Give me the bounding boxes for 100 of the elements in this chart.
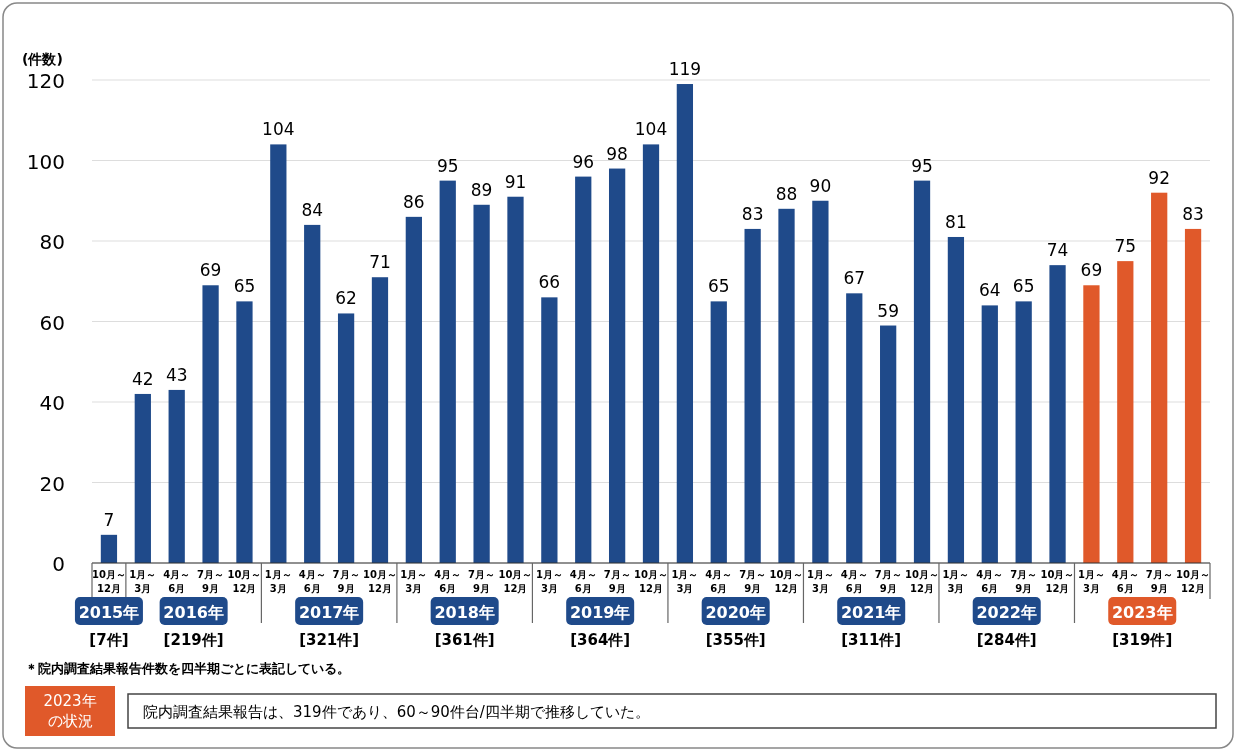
- y-axis-title: (件数): [22, 51, 63, 67]
- data-label: 43: [165, 364, 188, 385]
- data-label: 69: [1080, 260, 1103, 281]
- bar: [947, 236, 965, 563]
- x-tick-label: 7月～9月: [603, 569, 631, 594]
- bar: [710, 301, 727, 563]
- x-tick-label: 4月～6月: [163, 569, 191, 594]
- bar: [676, 84, 694, 563]
- data-label: 74: [1046, 240, 1069, 261]
- x-tick-label: 1月～3月: [129, 569, 157, 594]
- data-label: 91: [504, 171, 527, 192]
- data-label: 67: [843, 268, 866, 289]
- bar: [778, 208, 795, 563]
- bar: [337, 313, 355, 563]
- text: 2018年: [434, 603, 495, 622]
- y-tick-label: 0: [52, 552, 65, 576]
- text: 2021年: [840, 603, 902, 622]
- y-tick-label: 80: [39, 230, 65, 254]
- bar: [1184, 228, 1202, 563]
- bar: [236, 301, 253, 563]
- text: [321件]: [299, 631, 360, 649]
- text: 2022年: [976, 603, 1037, 622]
- text: 2019年: [569, 603, 631, 622]
- x-tick-label: 1月～3月: [535, 569, 563, 594]
- x-tick-label: 4月～6月: [840, 569, 868, 594]
- y-tick-label: 20: [39, 471, 65, 496]
- text: [355件]: [705, 631, 766, 649]
- data-label: 98: [606, 143, 628, 164]
- data-label: 104: [634, 119, 668, 140]
- text: 2020年: [705, 603, 766, 622]
- x-tick-label: 7月～9月: [332, 569, 360, 594]
- text: [284件]: [976, 631, 1037, 649]
- bar: [100, 534, 118, 563]
- text: [319件]: [1112, 631, 1173, 649]
- bar: [405, 216, 422, 563]
- x-tick-label: 7月～9月: [1145, 569, 1173, 594]
- bar: [304, 224, 321, 563]
- x-tick-label: 10月～12月: [905, 569, 939, 594]
- text: [7件]: [89, 631, 129, 649]
- text: 2017年: [298, 603, 360, 622]
- data-label: 104: [262, 119, 295, 140]
- x-tick-label: 7月～9月: [468, 569, 496, 594]
- bar: [473, 204, 490, 563]
- text: [364件]: [570, 631, 631, 649]
- bar: [642, 144, 660, 563]
- text: 2015年: [78, 603, 140, 622]
- bar: [981, 305, 998, 563]
- bar: [608, 168, 626, 563]
- data-label: 69: [199, 260, 222, 281]
- bar: [168, 389, 185, 563]
- data-label: 75: [1114, 236, 1137, 257]
- bar: [1117, 261, 1134, 563]
- text: の状況: [47, 712, 93, 730]
- x-tick-label: 1月～3月: [264, 569, 292, 594]
- bar: [541, 297, 558, 563]
- x-tick-label: 10月～12月: [363, 569, 397, 594]
- data-label: 65: [1012, 276, 1035, 297]
- y-tick-label: 60: [39, 310, 65, 335]
- x-tick-label: 1月～3月: [671, 569, 699, 594]
- x-tick-label: 4月～6月: [705, 569, 733, 594]
- data-label: 42: [132, 368, 154, 389]
- x-tick-label: 10月～12月: [498, 569, 533, 594]
- y-tick-label: 120: [26, 69, 65, 93]
- data-label: 66: [538, 272, 561, 293]
- x-tick-label: 10月～12月: [1040, 569, 1075, 594]
- bar: [744, 228, 761, 563]
- x-tick-label: 7月～9月: [197, 569, 225, 594]
- text: 院内調査結果報告は、319件であり、60～90件台/四半期で推移していた。: [143, 703, 650, 721]
- data-label: 65: [707, 276, 730, 297]
- bar: [913, 180, 931, 563]
- data-label: 64: [978, 280, 1001, 301]
- x-tick-label: 4月～6月: [298, 569, 326, 594]
- bar: [812, 200, 829, 563]
- x-tick-label: 7月～9月: [874, 569, 902, 594]
- data-label: 88: [775, 183, 798, 204]
- x-tick-label: 10月～12月: [91, 569, 126, 594]
- data-label: 119: [668, 59, 702, 80]
- text: [361件]: [434, 631, 495, 649]
- bar: [270, 144, 287, 563]
- x-tick-label: 4月～6月: [1111, 569, 1139, 594]
- bar: [1049, 265, 1066, 563]
- bar: [846, 293, 863, 563]
- text: [219件]: [163, 631, 224, 649]
- x-tick-label: 1月～3月: [806, 569, 834, 594]
- data-label: 59: [877, 300, 899, 321]
- y-tick-label: 100: [26, 149, 65, 174]
- data-label: 83: [741, 203, 764, 224]
- data-label: 95: [911, 155, 933, 176]
- bar: [507, 196, 524, 563]
- data-label: 81: [945, 211, 967, 232]
- data-label: 89: [470, 179, 493, 200]
- text: 2023年: [1111, 603, 1173, 622]
- x-tick-label: 7月～9月: [1010, 569, 1038, 594]
- bar: [134, 393, 151, 563]
- bar: [1151, 192, 1168, 563]
- text: 2023年: [43, 692, 97, 710]
- data-label: 83: [1182, 203, 1204, 224]
- data-label: 62: [335, 288, 357, 309]
- data-label: 84: [301, 199, 324, 220]
- data-label: 65: [233, 276, 256, 297]
